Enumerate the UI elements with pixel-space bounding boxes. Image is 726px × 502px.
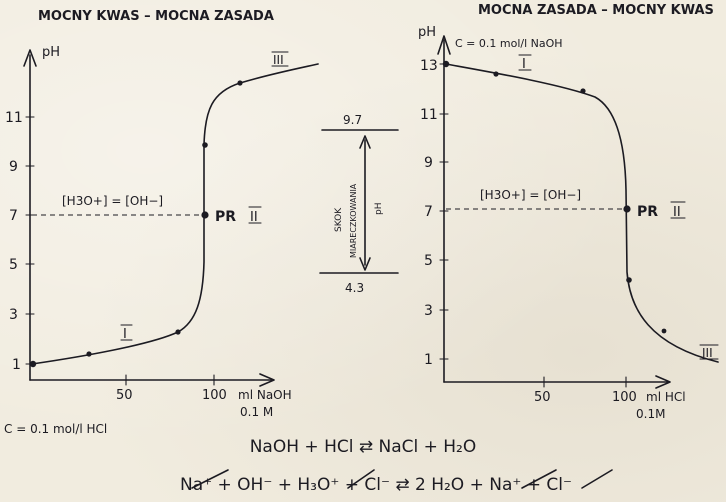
left-marker bbox=[86, 351, 92, 357]
left-y-tick-9: 9 bbox=[9, 159, 18, 175]
right-y-tick-5: 5 bbox=[424, 253, 433, 269]
equation-line-2: Na⁺ + OH⁻ + H₃O⁺ + Cl⁻ ⇄ 2 H₂O + Na⁺ + C… bbox=[180, 475, 572, 495]
left-y-tick-7: 7 bbox=[9, 208, 18, 224]
equation-line-1: NaOH + HCl ⇄ NaCl + H₂O bbox=[250, 437, 477, 457]
left-y-tick-3: 3 bbox=[9, 307, 18, 323]
left-region-II: II bbox=[250, 210, 258, 225]
right-marker bbox=[626, 277, 632, 283]
right-y-tick-13: 13 bbox=[420, 58, 438, 74]
left-region-III: III bbox=[273, 53, 284, 67]
jump-upper-value: 9.7 bbox=[343, 113, 362, 127]
left-marker bbox=[175, 329, 181, 335]
jump-scale: 9.7 4.3 SKOK MIARECZKOWANIA pH bbox=[319, 113, 399, 295]
jump-label-unit: pH bbox=[374, 203, 384, 215]
left-equivalence-point bbox=[201, 211, 209, 219]
strike-na-right bbox=[521, 469, 557, 489]
left-y-axis-arrow bbox=[23, 49, 37, 67]
left-y-tick-5: 5 bbox=[9, 257, 18, 273]
left-marker bbox=[202, 142, 208, 148]
right-x-tick-100: 100 bbox=[612, 390, 637, 405]
jump-lower-value: 4.3 bbox=[345, 281, 364, 295]
right-y-tick-3: 3 bbox=[424, 303, 433, 319]
left-concentration-note: C = 0.1 mol/l HCl bbox=[4, 422, 107, 436]
jump-label-word2: MIARECZKOWANIA bbox=[349, 183, 358, 258]
right-region-II: II bbox=[673, 205, 681, 220]
left-y-tick-11: 11 bbox=[5, 110, 23, 126]
right-equivalence-label: [H3O+] = [OH−] bbox=[480, 188, 581, 202]
left-y-axis-label: pH bbox=[42, 45, 60, 60]
strike-cl-left bbox=[347, 469, 375, 489]
left-marker bbox=[237, 80, 243, 86]
right-concentration-note: C = 0.1 mol/l NaOH bbox=[455, 37, 563, 50]
left-titration-curve bbox=[31, 63, 319, 365]
right-y-tick-1: 1 bbox=[424, 352, 433, 368]
right-chart: MOCNA ZASADA – MOCNY KWAS pH 1 3 5 7 9 1… bbox=[418, 3, 719, 421]
right-region-I: I bbox=[522, 57, 526, 72]
right-y-axis-label: pH bbox=[418, 25, 436, 40]
right-x-axis-conc: 0.1M bbox=[636, 407, 665, 421]
left-x-axis-label: ml NaOH bbox=[238, 388, 292, 402]
left-x-tick-50: 50 bbox=[116, 388, 133, 403]
left-chart-title: MOCNY KWAS – MOCNA ZASADA bbox=[38, 9, 274, 24]
right-y-tick-11: 11 bbox=[420, 107, 438, 123]
right-chart-title: MOCNA ZASADA – MOCNY KWAS bbox=[478, 3, 714, 18]
right-region-III: III bbox=[702, 346, 713, 360]
right-y-tick-9: 9 bbox=[424, 155, 433, 171]
left-x-tick-100: 100 bbox=[202, 388, 227, 403]
right-x-axis-label: ml HCl bbox=[646, 390, 686, 404]
jump-label-word1: SKOK bbox=[334, 207, 344, 232]
strike-na-left bbox=[191, 469, 229, 489]
left-y-tick-1: 1 bbox=[12, 357, 21, 373]
right-marker bbox=[661, 328, 667, 334]
right-marker bbox=[580, 88, 586, 94]
strike-cl-right bbox=[581, 469, 613, 489]
left-pr-label: PR bbox=[215, 209, 236, 225]
left-region-I: I bbox=[123, 327, 127, 342]
right-y-axis-arrow bbox=[437, 35, 451, 55]
left-equivalence-label: [H3O+] = [OH−] bbox=[62, 194, 163, 208]
right-pr-label: PR bbox=[637, 204, 658, 220]
right-x-tick-50: 50 bbox=[534, 390, 551, 405]
right-x-axis-arrow bbox=[655, 375, 671, 389]
equations: NaOH + HCl ⇄ NaCl + H₂O Na⁺ + OH⁻ + H₃O⁺… bbox=[180, 437, 613, 495]
jump-arrow-up bbox=[359, 135, 371, 149]
right-y-tick-7: 7 bbox=[424, 204, 433, 220]
right-marker bbox=[493, 71, 499, 77]
right-equivalence-point bbox=[623, 205, 631, 213]
jump-arrow-down bbox=[359, 257, 371, 271]
left-marker bbox=[29, 360, 37, 368]
right-marker bbox=[442, 60, 450, 68]
left-chart: MOCNY KWAS – MOCNA ZASADA pH 1 3 5 7 9 1… bbox=[4, 9, 319, 436]
left-x-axis-arrow bbox=[259, 373, 275, 387]
right-titration-curve bbox=[445, 63, 719, 363]
left-x-axis-conc: 0.1 M bbox=[240, 405, 273, 419]
